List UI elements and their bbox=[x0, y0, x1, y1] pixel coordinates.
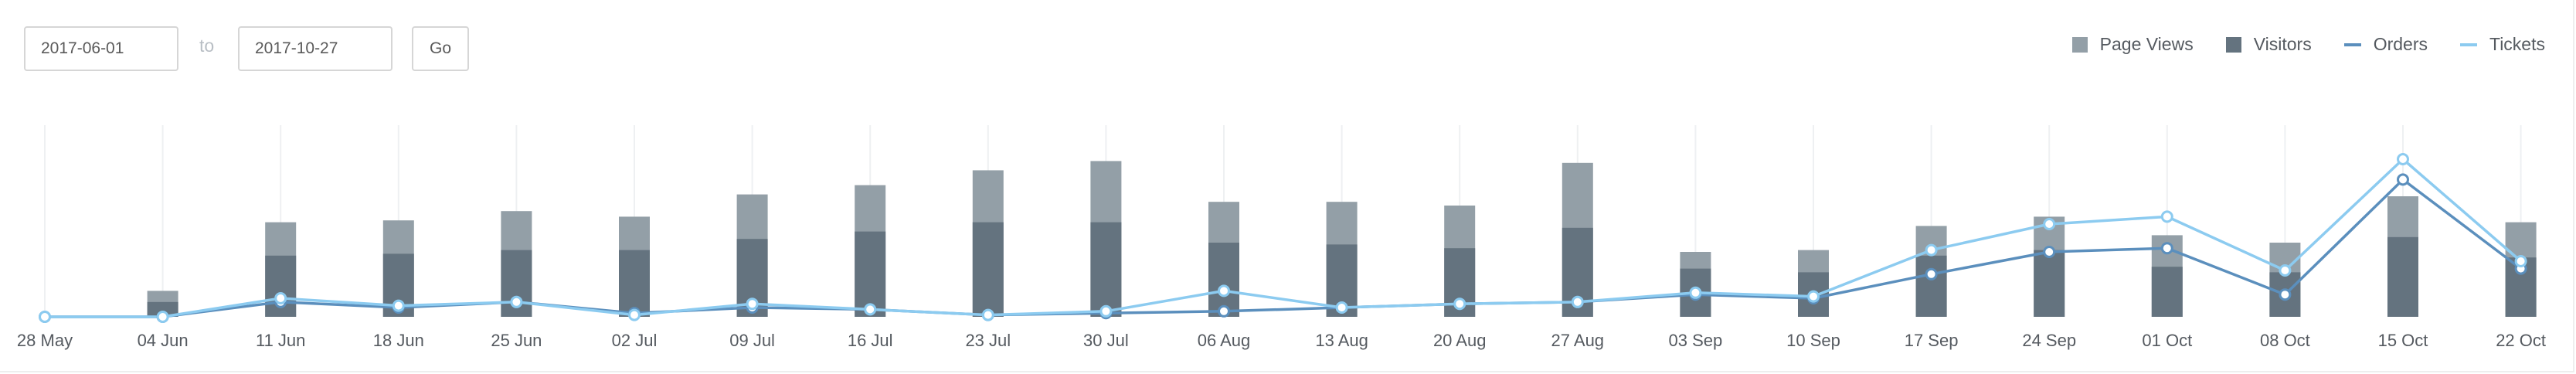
bar-visitors bbox=[1208, 243, 1239, 317]
point-orders bbox=[2160, 242, 2173, 255]
legend-label-visitors: Visitors bbox=[2253, 34, 2312, 54]
x-tick-label: 10 Sep bbox=[1786, 331, 1840, 350]
line-orders bbox=[45, 178, 2522, 318]
x-tick-label: 09 Jul bbox=[729, 331, 775, 350]
point-tickets bbox=[510, 295, 523, 308]
point-tickets bbox=[864, 303, 877, 316]
point-tickets bbox=[628, 308, 641, 321]
bar-visitors bbox=[972, 222, 1004, 317]
start-date-input[interactable] bbox=[24, 26, 178, 71]
point-tickets bbox=[39, 311, 51, 323]
point-tickets bbox=[1571, 295, 1584, 308]
x-tick-label: 04 Jun bbox=[138, 331, 189, 350]
point-tickets bbox=[2160, 210, 2173, 223]
legend-swatch-visitors bbox=[2225, 36, 2241, 53]
legend-item-visitors[interactable]: Visitors bbox=[2225, 34, 2312, 55]
legend-swatch-orders bbox=[2343, 42, 2361, 46]
point-tickets bbox=[274, 292, 287, 304]
x-tick-label: 02 Jul bbox=[612, 331, 658, 350]
go-button[interactable]: Go bbox=[412, 26, 469, 71]
bar-visitors bbox=[2034, 250, 2065, 317]
x-tick-label: 23 Jul bbox=[965, 331, 1011, 350]
legend-item-page-views[interactable]: Page Views bbox=[2071, 34, 2194, 55]
bar-visitors bbox=[1090, 222, 1122, 317]
legend-label-page-views: Page Views bbox=[2099, 34, 2194, 54]
x-tick-label: 22 Oct bbox=[2496, 331, 2546, 350]
x-tick-label: 17 Sep bbox=[1905, 331, 1959, 350]
bar-visitors bbox=[1915, 255, 1947, 317]
point-tickets bbox=[1335, 301, 1348, 314]
point-tickets bbox=[1218, 284, 1230, 298]
point-tickets bbox=[392, 299, 405, 312]
x-tick-label: 16 Jul bbox=[848, 331, 893, 350]
x-tick-label: 20 Aug bbox=[1433, 331, 1487, 350]
x-tick-label: 30 Jul bbox=[1083, 331, 1129, 350]
point-tickets bbox=[2043, 218, 2056, 230]
x-tick-label: 06 Aug bbox=[1198, 331, 1251, 350]
legend-item-orders[interactable]: Orders bbox=[2343, 34, 2428, 55]
point-tickets bbox=[2514, 255, 2527, 267]
x-tick-label: 15 Oct bbox=[2378, 331, 2428, 350]
x-tick-label: 13 Aug bbox=[1315, 331, 1368, 350]
legend-swatch-tickets bbox=[2460, 42, 2477, 46]
point-tickets bbox=[156, 311, 169, 323]
point-orders bbox=[1218, 304, 1230, 318]
x-tick-label: 08 Oct bbox=[2260, 331, 2310, 350]
legend-label-orders: Orders bbox=[2373, 34, 2428, 54]
x-tick-label: 28 May bbox=[17, 331, 73, 350]
point-tickets bbox=[981, 308, 994, 321]
x-tick-label: 03 Sep bbox=[1669, 331, 1723, 350]
point-tickets bbox=[2397, 153, 2409, 165]
point-orders bbox=[1925, 267, 1938, 280]
point-tickets bbox=[1689, 286, 1702, 299]
line-tickets bbox=[45, 158, 2522, 318]
point-tickets bbox=[1925, 243, 1938, 257]
bar-visitors bbox=[147, 301, 178, 317]
x-tick-label: 11 Jun bbox=[256, 331, 305, 350]
point-orders bbox=[2397, 173, 2409, 186]
bar-visitors bbox=[855, 231, 886, 317]
x-tick-label: 18 Jun bbox=[373, 331, 424, 350]
point-tickets bbox=[1453, 298, 1466, 311]
x-tick-label: 24 Sep bbox=[2022, 331, 2076, 350]
point-orders bbox=[2043, 246, 2056, 258]
legend-item-tickets[interactable]: Tickets bbox=[2460, 34, 2545, 55]
point-tickets bbox=[1099, 304, 1113, 318]
bar-visitors bbox=[2387, 236, 2418, 317]
point-tickets bbox=[746, 298, 759, 311]
bar-visitors bbox=[619, 250, 650, 317]
end-date-input[interactable] bbox=[238, 26, 393, 71]
legend-label-tickets: Tickets bbox=[2489, 34, 2545, 54]
x-tick-label: 27 Aug bbox=[1551, 331, 1605, 350]
date-range-separator: to bbox=[199, 36, 215, 56]
point-tickets bbox=[2279, 264, 2292, 277]
point-tickets bbox=[1807, 290, 1820, 303]
x-tick-label: 01 Oct bbox=[2142, 331, 2192, 350]
chart-legend: Page Views Visitors Orders Tickets bbox=[2071, 34, 2545, 55]
bar-visitors bbox=[2151, 267, 2183, 317]
x-tick-label: 25 Jun bbox=[491, 331, 542, 350]
point-orders bbox=[2279, 288, 2292, 301]
legend-swatch-page-views bbox=[2071, 36, 2088, 53]
